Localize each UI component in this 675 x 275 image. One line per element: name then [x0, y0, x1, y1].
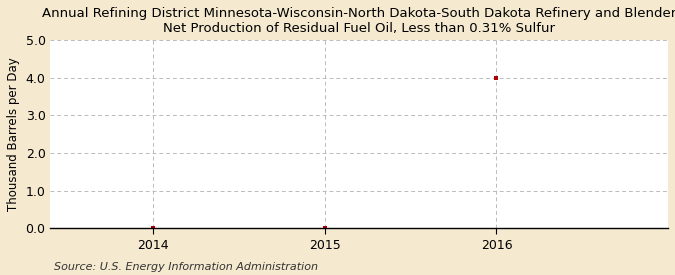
Text: Source: U.S. Energy Information Administration: Source: U.S. Energy Information Administ…: [54, 262, 318, 272]
Y-axis label: Thousand Barrels per Day: Thousand Barrels per Day: [7, 57, 20, 211]
Title: Annual Refining District Minnesota-Wisconsin-North Dakota-South Dakota Refinery : Annual Refining District Minnesota-Wisco…: [42, 7, 675, 35]
